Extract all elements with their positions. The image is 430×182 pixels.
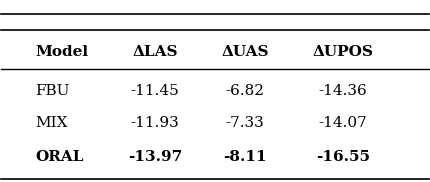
Text: FBU: FBU	[36, 84, 70, 98]
Text: ΔUAS: ΔUAS	[221, 45, 269, 59]
Text: ΔLAS: ΔLAS	[132, 45, 178, 59]
Text: MIX: MIX	[36, 116, 68, 130]
Text: -7.33: -7.33	[225, 116, 264, 130]
Text: ORAL: ORAL	[36, 150, 84, 164]
Text: -11.45: -11.45	[131, 84, 180, 98]
Text: -14.36: -14.36	[319, 84, 368, 98]
Text: -11.93: -11.93	[131, 116, 180, 130]
Text: -6.82: -6.82	[225, 84, 264, 98]
Text: -13.97: -13.97	[128, 150, 182, 164]
Text: Model: Model	[36, 45, 89, 59]
Text: ΔUPOS: ΔUPOS	[313, 45, 374, 59]
Text: -16.55: -16.55	[316, 150, 370, 164]
Text: -14.07: -14.07	[319, 116, 368, 130]
Text: -8.11: -8.11	[223, 150, 267, 164]
